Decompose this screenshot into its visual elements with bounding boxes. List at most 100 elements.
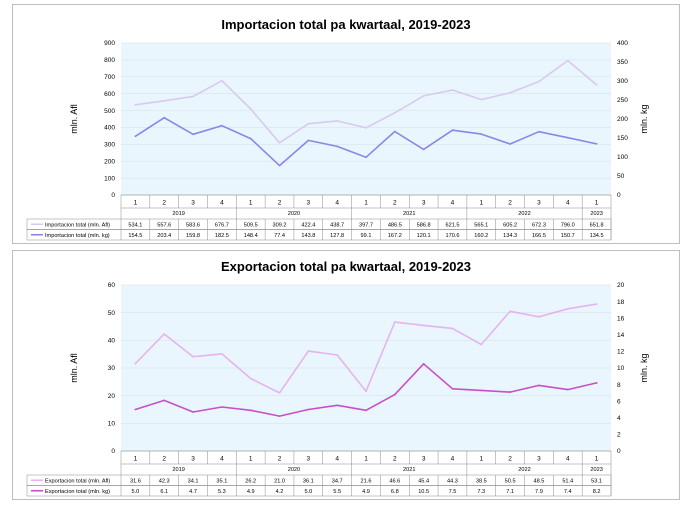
data-label: 182.5	[215, 233, 229, 239]
data-label: 4.9	[362, 489, 370, 495]
x-tick-quarter: 3	[307, 456, 311, 463]
data-label: 166.5	[532, 233, 546, 239]
y-axis-label-left: mln. Afl	[69, 353, 79, 383]
y-tick-right: 6	[617, 398, 621, 405]
data-label: 7.5	[449, 489, 457, 495]
data-point	[480, 343, 483, 346]
data-label: 5.0	[304, 489, 312, 495]
x-tick-year: 2020	[288, 467, 300, 473]
data-label: 534.1	[128, 222, 142, 228]
data-label: 605.2	[503, 222, 517, 228]
data-point	[422, 324, 425, 327]
data-point	[480, 133, 483, 136]
data-point	[336, 145, 339, 148]
data-label: 422.4	[301, 222, 315, 228]
data-label: 7.4	[564, 489, 572, 495]
x-tick-year: 2022	[518, 467, 530, 473]
data-label: 50.5	[505, 478, 516, 484]
data-point	[393, 111, 396, 114]
data-point	[192, 133, 194, 136]
y-tick-right: 300	[617, 78, 628, 85]
data-point	[249, 108, 252, 110]
data-point	[134, 408, 137, 411]
data-label: 35.1	[216, 478, 227, 484]
x-tick-quarter: 4	[566, 200, 570, 207]
data-label: 5.5	[333, 489, 341, 495]
y-tick-left: 600	[104, 91, 115, 98]
data-point	[393, 130, 396, 133]
data-point	[451, 89, 454, 91]
x-tick-year: 2019	[172, 467, 184, 473]
y-tick-left: 20	[108, 393, 116, 400]
data-point	[451, 129, 454, 132]
data-label: 796.0	[561, 222, 575, 228]
y-tick-right: 50	[617, 173, 625, 180]
data-point	[595, 142, 598, 145]
data-point	[422, 148, 425, 151]
data-point	[278, 415, 281, 418]
data-point	[192, 411, 194, 413]
y-tick-left: 50	[108, 310, 116, 317]
y-tick-right: 400	[617, 40, 628, 47]
y-tick-right: 8	[617, 382, 621, 389]
x-tick-year: 2023	[590, 211, 602, 217]
data-point	[307, 350, 310, 353]
data-label: 42.3	[159, 478, 170, 484]
data-point	[365, 126, 367, 129]
x-tick-quarter: 2	[393, 456, 397, 463]
x-tick-quarter: 4	[335, 200, 339, 207]
x-tick-quarter: 3	[422, 200, 426, 207]
data-point	[393, 321, 396, 323]
y-axis-label-right: mln. kg	[639, 104, 649, 133]
y-tick-right: 100	[617, 154, 628, 161]
x-tick-quarter: 4	[451, 200, 455, 207]
data-label: 8.2	[593, 489, 601, 495]
data-label: 154.5	[128, 233, 142, 239]
data-point	[163, 399, 166, 402]
x-tick-quarter: 1	[479, 456, 483, 463]
data-label: 159.8	[186, 233, 200, 239]
y-tick-left: 400	[104, 125, 115, 132]
data-point	[134, 362, 137, 365]
data-point	[538, 130, 540, 133]
y-tick-right: 16	[617, 315, 625, 322]
data-table-row	[26, 229, 612, 241]
data-label: 583.6	[186, 222, 200, 228]
x-tick-quarter: 1	[249, 456, 253, 463]
data-point	[134, 135, 137, 138]
y-tick-right: 10	[617, 365, 625, 372]
data-label: 672.3	[532, 222, 546, 228]
data-label: 38.5	[476, 478, 487, 484]
x-tick-quarter: 4	[220, 200, 224, 207]
y-tick-right: 18	[617, 299, 625, 306]
data-point	[480, 98, 483, 101]
data-table-row	[26, 218, 612, 230]
data-point	[566, 59, 569, 62]
y-tick-right: 0	[617, 448, 621, 455]
y-tick-left: 40	[108, 338, 116, 345]
x-tick-quarter: 1	[595, 200, 599, 207]
y-tick-left: 0	[111, 192, 115, 199]
data-label: 21.0	[274, 478, 285, 484]
data-label: 676.7	[215, 222, 229, 228]
data-label: 4.2	[276, 489, 284, 495]
data-table-row	[26, 474, 612, 486]
data-label: 46.6	[389, 478, 400, 484]
x-tick-quarter: 1	[134, 200, 138, 207]
data-label: 203.4	[157, 233, 171, 239]
data-point	[134, 103, 137, 106]
plot-area	[121, 43, 611, 195]
data-label: 34.7	[332, 478, 343, 484]
x-tick-quarter: 3	[537, 200, 541, 207]
data-point	[336, 404, 339, 407]
data-label: 7.9	[535, 489, 543, 495]
data-point	[509, 310, 512, 313]
data-label: 44.3	[447, 478, 458, 484]
data-point	[451, 387, 454, 390]
x-tick-quarter: 2	[162, 456, 166, 463]
chart-title: Importacion total pa kwartaal, 2019-2023	[221, 17, 470, 32]
data-label: 438.7	[330, 222, 344, 228]
y-tick-right: 20	[617, 282, 625, 289]
data-point	[422, 362, 425, 365]
y-tick-left: 30	[108, 365, 116, 372]
